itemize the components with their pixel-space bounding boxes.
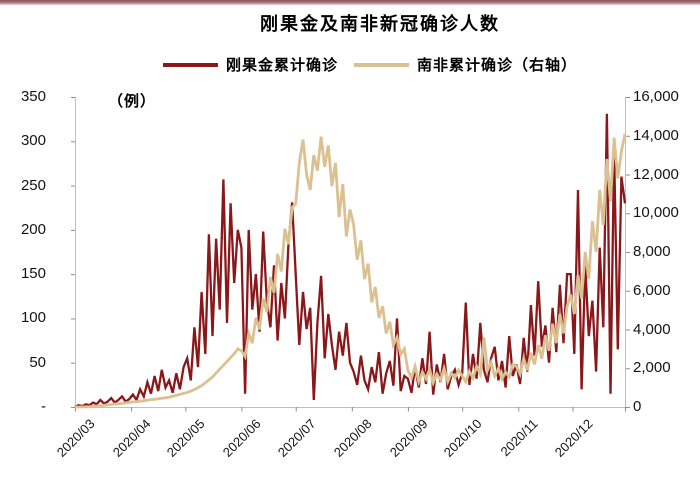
x-axis-tick-label: 2020/07: [274, 416, 319, 460]
right-axis-tick-label: 4,000: [633, 320, 671, 338]
right-axis-tick-label: 16,000: [633, 88, 679, 105]
left-axis-tick-label: 150: [20, 265, 46, 283]
left-axis-tick-label: -: [41, 398, 46, 415]
top-divider-rule: [0, 0, 700, 5]
congo-series-line: [74, 113, 627, 409]
plot-area: [71, 97, 630, 412]
right-axis-tick-label: 14,000: [633, 126, 679, 144]
left-axis-tick-label: 350: [20, 88, 46, 105]
x-axis-tick-label: 2020/03: [53, 416, 98, 460]
left-axis-tick-label: 50: [29, 353, 46, 371]
chart-title: 刚果金及南非新冠确诊人数: [260, 14, 500, 34]
x-axis-tick-label: 2020/05: [164, 416, 208, 460]
left-axis-tick-label: 100: [20, 309, 46, 327]
x-axis-tick-label: 2020/09: [386, 416, 431, 460]
legend-item-congo: 刚果金累计确诊: [162, 54, 338, 75]
right-axis-tick-label: 12,000: [633, 165, 679, 183]
x-axis-tick-label: 2020/04: [109, 416, 154, 460]
right-axis-tick-label: 8,000: [633, 243, 671, 260]
legend-item-south-africa: 南非累计确诊（右轴）: [354, 54, 577, 75]
legend-label-congo: 刚果金累计确诊: [225, 58, 338, 74]
x-axis-tick-label: 2020/11: [497, 416, 541, 460]
legend: 刚果金累计确诊 南非累计确诊（右轴）: [20, 54, 700, 75]
x-axis-tick-label: 2020/06: [220, 416, 265, 460]
right-axis-tick-label: 2,000: [633, 359, 671, 377]
left-axis-unit-label: （例）: [108, 94, 157, 110]
legend-label-south-africa: 南非累计确诊（右轴）: [417, 58, 578, 74]
left-axis-tick-label: 300: [20, 132, 46, 150]
x-axis-tick-label: 2020/08: [330, 416, 375, 460]
south-africa-line-swatch: [354, 62, 409, 67]
left-axis-tick-label: 200: [20, 220, 46, 238]
right-axis-tick-label: 6,000: [633, 281, 671, 299]
right-axis-tick-label: 0: [633, 398, 642, 415]
x-axis-tick-label: 2020/10: [440, 416, 485, 460]
right-axis-tick-label: 10,000: [633, 204, 679, 222]
x-axis-tick-label: 2020/12: [551, 416, 596, 460]
left-axis-tick-label: 250: [20, 176, 46, 194]
congo-line-swatch: [162, 62, 218, 67]
south-africa-series-line: [75, 133, 627, 409]
